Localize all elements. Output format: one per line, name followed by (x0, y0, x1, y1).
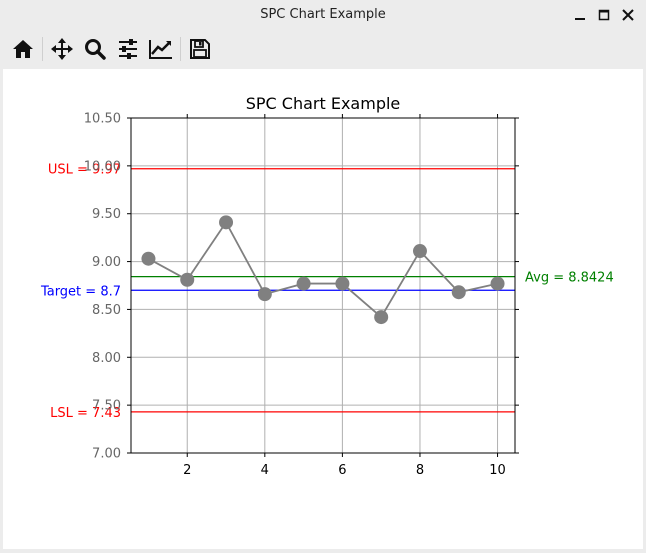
window-controls (570, 5, 638, 25)
data-series (141, 215, 505, 325)
axes-frame (130, 117, 516, 454)
ticks: 7.00 7.50 8.00 8.50 9.00 9.50 10.00 10.50 2 4 6 8 10 (84, 112, 519, 478)
figure-canvas[interactable]: USL = 9.97 Target = 8.7 LSL = 7.43 Avg = 8.… (3, 69, 643, 549)
line-chart-icon (149, 40, 172, 59)
data-point (141, 251, 156, 266)
y-tick-label: 8.00 (92, 351, 121, 366)
home-icon (13, 40, 33, 58)
minimize-icon (575, 18, 585, 20)
series-line (148, 220, 498, 319)
y-tick-label: 10.00 (84, 159, 121, 174)
reference-line-label: LSL = 7.43 (50, 406, 121, 421)
y-tick-label: 9.50 (92, 207, 121, 222)
save-button[interactable] (185, 34, 215, 64)
minimize-button[interactable] (570, 5, 590, 25)
configure-subplots-button[interactable] (113, 34, 143, 64)
chart-title: SPC Chart Example (246, 94, 401, 113)
y-tick-label: 10.50 (84, 112, 121, 127)
data-point (490, 276, 505, 291)
data-point (335, 276, 350, 291)
floppy-disk-icon (190, 39, 210, 59)
y-tick-label: 8.50 (92, 303, 121, 318)
data-point (219, 215, 234, 230)
sliders-icon (119, 39, 137, 59)
plot-toolbar (0, 30, 646, 68)
data-point (180, 272, 195, 287)
pan-button[interactable] (47, 34, 77, 64)
x-tick-label: 4 (261, 463, 269, 478)
magnifier-icon (85, 39, 106, 60)
home-button[interactable] (8, 34, 38, 64)
move-icon (51, 38, 73, 60)
window-title: SPC Chart Example (260, 7, 386, 22)
x-tick-label: 2 (183, 463, 191, 478)
close-button[interactable] (618, 5, 638, 25)
toolbar-separator (42, 37, 43, 61)
zoom-button[interactable] (80, 34, 110, 64)
data-point (412, 244, 427, 259)
edit-axis-button[interactable] (146, 34, 176, 64)
toolbar-separator (180, 37, 181, 61)
maximize-icon (598, 9, 610, 21)
x-tick-label: 6 (338, 463, 346, 478)
title-bar: SPC Chart Example (0, 0, 646, 30)
reference-line-label: Avg = 8.8424 (525, 271, 614, 286)
x-tick-label: 10 (489, 463, 506, 478)
reference-line-label: Target = 8.7 (40, 284, 121, 299)
reference-lines: USL = 9.97 Target = 8.7 LSL = 7.43 Avg = 8.… (40, 163, 614, 421)
data-point (257, 287, 272, 302)
y-tick-label: 7.00 (92, 447, 121, 462)
x-tick-label: 8 (416, 463, 424, 478)
close-icon (622, 9, 634, 21)
data-point (374, 310, 389, 325)
y-tick-label: 9.00 (92, 255, 121, 270)
y-tick-label: 7.50 (92, 399, 121, 414)
data-point (451, 285, 466, 300)
reference-line-label: USL = 9.97 (48, 163, 121, 178)
spc-chart: USL = 9.97 Target = 8.7 LSL = 7.43 Avg = 8.… (40, 94, 614, 478)
maximize-button[interactable] (594, 5, 614, 25)
data-point (296, 276, 311, 291)
